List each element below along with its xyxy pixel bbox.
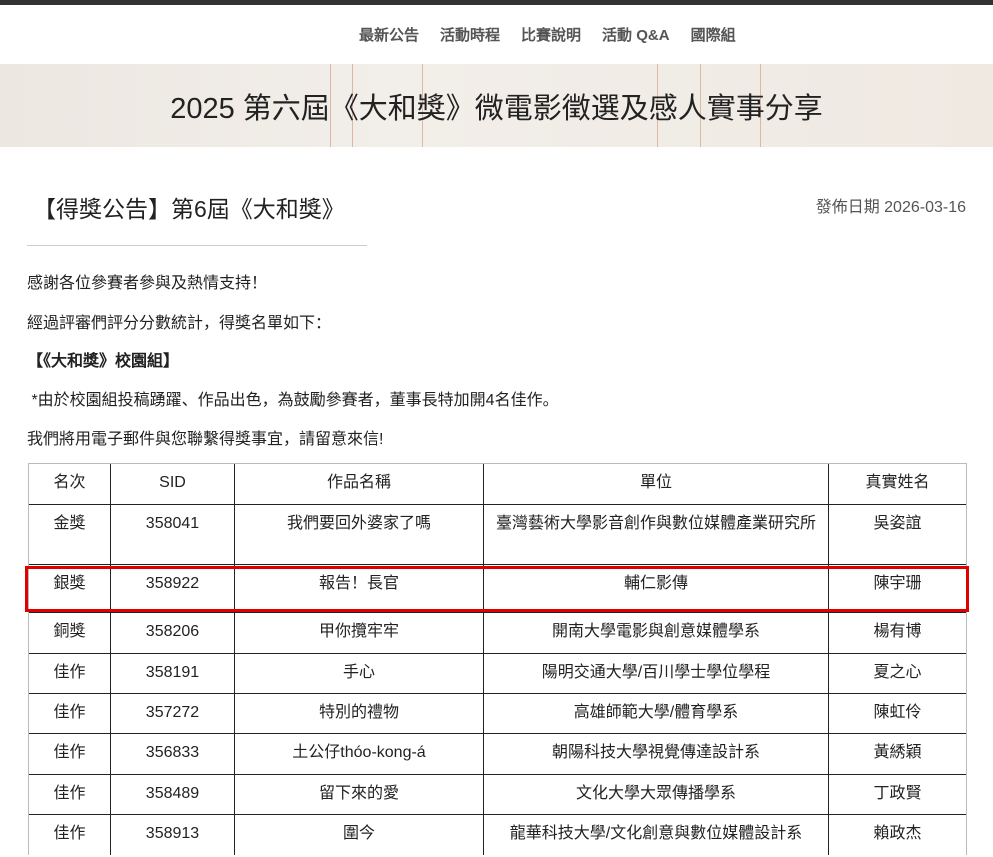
cell-name: 陳虹伶 xyxy=(828,693,967,734)
cell-unit: 高雄師範大學/體育學系 xyxy=(483,693,829,734)
nav-news[interactable]: 最新公告 xyxy=(359,27,420,44)
table-row: 佳作 358489 留下來的愛 文化大學大眾傳播學系 丁政賢 xyxy=(28,774,967,815)
nav-qa[interactable]: 活動 Q&A xyxy=(602,27,670,44)
cell-rank: 銀獎 xyxy=(28,564,111,613)
cell-unit: 輔仁影傳 xyxy=(483,564,829,613)
cell-work: 報告！長官 xyxy=(234,564,484,613)
cell-name: 黃綉穎 xyxy=(828,733,967,775)
main-nav: 最新公告 活動時程 比賽說明 活動 Q&A 國際組 xyxy=(0,5,993,64)
cell-unit: 朝陽科技大學視覺傳達設計系 xyxy=(483,733,829,775)
cell-work: 圍今 xyxy=(234,814,484,855)
cell-sid: 358489 xyxy=(110,774,235,815)
cell-sid: 358206 xyxy=(110,612,235,654)
header-work: 作品名稱 xyxy=(234,463,484,505)
cell-name: 賴政杰 xyxy=(828,814,967,855)
header-name: 真實姓名 xyxy=(828,463,967,505)
cell-name: 夏之心 xyxy=(828,653,967,694)
cell-sid: 358922 xyxy=(110,564,235,613)
cell-unit: 臺灣藝術大學影音創作與數位媒體產業研究所 xyxy=(483,504,829,565)
publish-date: 發佈日期 2026-03-16 xyxy=(815,199,966,216)
cell-rank: 佳作 xyxy=(28,774,111,815)
header-unit: 單位 xyxy=(483,463,829,505)
cell-sid: 358191 xyxy=(110,653,235,694)
cell-work: 手心 xyxy=(234,653,484,694)
table-row: 佳作 358191 手心 陽明交通大學/百川學士學位學程 夏之心 xyxy=(28,653,967,694)
cell-sid: 357272 xyxy=(110,693,235,734)
cell-rank: 佳作 xyxy=(28,693,111,734)
cell-sid: 358913 xyxy=(110,814,235,855)
header-rank: 名次 xyxy=(28,463,111,505)
cell-rank: 佳作 xyxy=(28,733,111,775)
cell-sid: 358041 xyxy=(110,504,235,565)
cell-rank: 佳作 xyxy=(28,814,111,855)
top-bar xyxy=(0,0,993,5)
nav-international[interactable]: 國際組 xyxy=(690,27,736,44)
winners-table: 名次 SID 作品名稱 單位 真實姓名 金獎 358041 我們要回外婆家了嗎 臺灣藝… xyxy=(28,463,967,855)
table-row: 金獎 358041 我們要回外婆家了嗎 臺灣藝術大學影音創作與數位媒體產業研究所 吳姿誼 xyxy=(28,504,967,565)
cell-sid: 356833 xyxy=(110,733,235,775)
table-row: 佳作 358913 圍今 龍華科技大學/文化創意與數位媒體設計系 賴政杰 xyxy=(28,814,967,855)
paragraph: 我們將用電子郵件與您聯繫得獎事宜，請留意來信! xyxy=(27,431,384,448)
cell-work: 特別的禮物 xyxy=(234,693,484,734)
cell-work: 留下來的愛 xyxy=(234,774,484,815)
cell-unit: 文化大學大眾傳播學系 xyxy=(483,774,829,815)
cell-work: 土公仔thóo-kong-á xyxy=(234,733,484,775)
table-row: 銅獎 358206 甲你攬牢牢 開南大學電影與創意媒體學系 楊有博 xyxy=(28,612,967,654)
paragraph: *由於校園組投稿踴躍、作品出色，為鼓勵參賽者，董事長特加開4名佳作。 xyxy=(27,392,559,409)
table-row: 佳作 357272 特別的禮物 高雄師範大學/體育學系 陳虹伶 xyxy=(28,693,967,734)
paragraph: 感謝各位參賽者參與及熱情支持！ xyxy=(27,275,268,292)
table-header: 名次 SID 作品名稱 單位 真實姓名 xyxy=(28,463,967,505)
table-row: 銀獎 358922 報告！長官 輔仁影傳 陳宇珊 xyxy=(28,564,967,613)
nav-schedule[interactable]: 活動時程 xyxy=(440,27,501,44)
cell-name: 吳姿誼 xyxy=(828,504,967,565)
cell-work: 甲你攬牢牢 xyxy=(234,612,484,654)
paragraph: 經過評審們評分分數統計，得獎名單如下： xyxy=(27,315,332,332)
banner: 2025 第六屆《大和獎》微電影徵選及感人實事分享 xyxy=(0,64,993,147)
header-sid: SID xyxy=(110,463,235,505)
nav-rules[interactable]: 比賽說明 xyxy=(521,27,582,44)
cell-name: 陳宇珊 xyxy=(828,564,967,613)
cell-unit: 龍華科技大學/文化創意與數位媒體設計系 xyxy=(483,814,829,855)
table-row: 佳作 356833 土公仔thóo-kong-á 朝陽科技大學視覺傳達設計系 黃綉穎 xyxy=(28,733,967,775)
cell-unit: 開南大學電影與創意媒體學系 xyxy=(483,612,829,654)
cell-name: 楊有博 xyxy=(828,612,967,654)
cell-rank: 銅獎 xyxy=(28,612,111,654)
cell-name: 丁政賢 xyxy=(828,774,967,815)
section-heading: 【《大和獎》校園組】 xyxy=(27,353,180,370)
post-title: 【得獎公告】第6屆《大和獎》 xyxy=(33,196,345,222)
cell-work: 我們要回外婆家了嗎 xyxy=(234,504,484,565)
cell-rank: 佳作 xyxy=(28,653,111,694)
cell-unit: 陽明交通大學/百川學士學位學程 xyxy=(483,653,829,694)
cell-rank: 金獎 xyxy=(28,504,111,565)
banner-title: 2025 第六屆《大和獎》微電影徵選及感人實事分享 xyxy=(170,92,823,125)
divider xyxy=(27,245,367,246)
